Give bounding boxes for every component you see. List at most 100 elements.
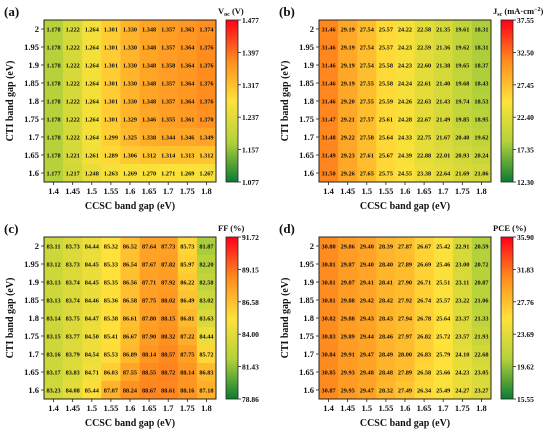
heatmap-cell [452,255,473,274]
heatmap-cell [471,20,492,39]
heatmap-cell [177,38,198,57]
cell-value-label: 28.00 [398,351,412,358]
cell-value-label: 27.54 [360,26,375,33]
cell-value-label: 87.73 [161,243,175,250]
heatmap-cell [44,74,64,93]
x-tick-label: 1.7 [163,403,174,413]
heatmap-cell [357,20,377,39]
heatmap-cell [319,345,339,364]
y-tick-label: 1.85 [24,295,39,305]
cell-value-label: 1.361 [180,116,194,123]
cell-value-label: 23.57 [455,333,469,340]
heatmap-cell [414,291,434,310]
y-tick-label: 1.6 [28,385,39,395]
colorbar-tick-label: 84.00 [242,330,259,339]
cell-value-label: 25.59 [379,98,393,105]
colorbar-tick-label: 1.077 [242,178,259,187]
heatmap-cell [139,20,159,39]
heatmap-cell [63,309,83,328]
cell-value-label: 24.33 [398,134,412,141]
cell-value-label: 83.17 [46,369,60,376]
cell-value-label: 30.81 [321,279,335,286]
heatmap-cell [471,381,492,400]
cell-value-label: 21.36 [436,44,450,51]
x-tick-label: 1.4 [323,186,334,196]
heatmap-cell [101,273,121,292]
x-tick-label: 1.65 [417,403,432,413]
cell-value-label: 27.58 [360,134,374,141]
heatmap-cell [376,237,396,256]
heatmap-cell [196,273,217,292]
cell-value-label: 1.264 [85,62,100,69]
y-tick-label: 2 [35,24,39,34]
cell-value-label: 1.222 [66,80,80,87]
heatmap-cell [471,255,492,274]
cell-value-label: 1.374 [199,26,214,33]
heatmap-cell [82,38,102,57]
cell-value-label: 26.34 [417,387,432,394]
y-tick-label: 1.85 [24,78,39,88]
cell-value-label: 86.67 [123,333,137,340]
heatmap-cell [319,255,339,274]
cell-value-label: 1.178 [46,26,60,33]
cell-value-label: 28.48 [379,369,393,376]
heatmap-cell [44,20,64,39]
heatmap-cell [433,237,454,256]
heatmap-cell [139,146,159,165]
heatmap-cell [101,363,121,382]
heatmap-cell [82,110,102,129]
heatmap-cell [120,128,140,147]
heatmap-cell [158,255,179,274]
heatmap-panel: 1.178 1.222 1.264 1.301 1.330 1.348 1.357 1.363… [4,4,259,212]
x-tick-label: 1.6 [400,186,411,196]
heatmap-cell [452,291,473,310]
cell-value-label: 88.14 [142,351,157,358]
cell-value-label: 25.58 [379,62,393,69]
heatmap-cell [139,128,159,147]
cell-value-label: 1.306 [123,152,137,159]
x-tick-label: 1.5 [361,403,372,413]
cell-value-label: 1.330 [123,26,137,33]
cell-value-label: 1.289 [104,152,118,159]
cell-value-label: 20.59 [474,243,488,250]
heatmap-cell [452,273,473,292]
heatmap-cell [414,110,434,129]
colorbar-title: Jsc (mA·cm−2) [493,6,544,18]
cell-value-label: 1.346 [142,116,156,123]
x-tick-label: 1.4 [48,403,59,413]
heatmap-cell [357,327,377,346]
heatmap-cell [471,237,492,256]
y-tick-label: 1.95 [299,259,314,269]
cell-value-label: 1.364 [180,80,195,87]
y-axis-label: CTI band gap (eV) [280,61,291,142]
heatmap-cell [44,255,64,274]
cell-value-label: 1.263 [104,170,118,177]
heatmap-cell [101,381,121,400]
heatmap-cell [471,128,492,147]
heatmap-cell [44,363,64,382]
heatmap-cell [395,255,415,274]
heatmap-cell [338,363,358,382]
heatmap-cell [395,291,415,310]
cell-value-label: 29.47 [360,387,374,394]
x-tick-label: 1.45 [65,403,80,413]
heatmap-cell [452,327,473,346]
heatmap-cell [452,74,473,93]
heatmap-cell [63,146,83,165]
heatmap-cell [196,237,217,256]
heatmap-cell [177,309,198,328]
cell-value-label: 19.62 [455,44,469,51]
heatmap-cell [376,110,396,129]
heatmap-cell [452,164,473,183]
heatmap-cell [357,273,377,292]
heatmap-cell [139,164,159,183]
cell-value-label: 83.73 [66,261,80,268]
heatmap-cell [177,128,198,147]
heatmap-cell [433,327,454,346]
heatmap-cell [44,309,64,328]
colorbar-tick-label: 27.45 [517,81,534,90]
colorbar-tick-label: 23.69 [517,330,534,339]
heatmap-cell [395,20,415,39]
cell-value-label: 1.330 [123,98,137,105]
cell-value-label: 27.49 [398,387,412,394]
